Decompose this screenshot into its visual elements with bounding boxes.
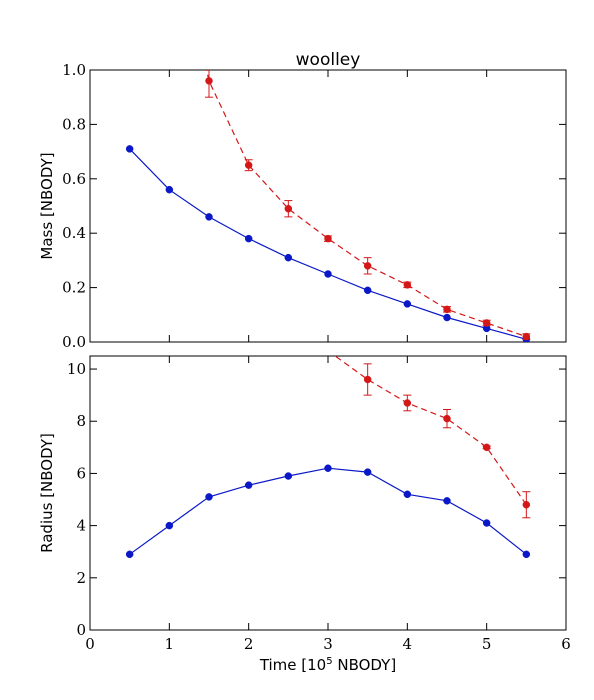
data-point <box>363 375 372 384</box>
data-point <box>363 262 372 270</box>
panels: 0.0 0.2 0.4 0.6 0.8 1.0 Mass [NBODY] 0 1 2 3 4 5 6 0 2 4… <box>38 61 571 653</box>
y-tick-label: 0 <box>76 621 86 639</box>
y-tick-label: 10 <box>67 360 86 378</box>
data-point <box>403 281 412 289</box>
data-point <box>284 472 293 480</box>
x-tick-label: 4 <box>403 635 413 653</box>
data-point <box>443 497 451 505</box>
data-point <box>324 270 332 278</box>
data-point <box>284 204 293 213</box>
plot-area <box>125 356 531 559</box>
y-tick-label: 0.6 <box>62 170 86 188</box>
data-point <box>244 481 253 489</box>
data-point <box>443 305 451 314</box>
data-point <box>205 77 213 85</box>
y-tick-label: 4 <box>76 517 86 535</box>
series-line <box>205 70 527 338</box>
data-point <box>244 161 253 169</box>
y-tick-label: 0.8 <box>62 115 86 133</box>
data-point <box>125 145 134 153</box>
data-point <box>363 468 372 476</box>
x-tick-label: 6 <box>561 635 571 653</box>
data-point <box>284 253 293 262</box>
data-point <box>522 332 531 341</box>
panel-mass: 0.0 0.2 0.4 0.6 0.8 1.0 Mass [NBODY] <box>38 61 567 351</box>
y-tick-label: 6 <box>76 464 86 482</box>
blue-solid-series <box>125 464 531 559</box>
x-tick-label: 0 <box>85 635 95 653</box>
data-point <box>205 493 213 501</box>
data-point <box>244 234 253 243</box>
data-point <box>125 550 134 559</box>
panel-radius: 0 1 2 3 4 5 6 0 2 4 6 8 10 Radius [NBODY] <box>38 355 571 653</box>
x-axis-label: Time [105 NBODY] <box>259 656 396 674</box>
y-tick-label: 0.2 <box>62 279 86 297</box>
x-tick-label: 5 <box>482 635 492 653</box>
data-point <box>165 521 174 530</box>
y-tick-label: 2 <box>76 569 86 587</box>
series-line <box>129 467 527 555</box>
plot-frame <box>89 69 567 343</box>
data-point <box>482 519 491 527</box>
data-point <box>165 185 174 194</box>
plot-frame <box>89 355 567 631</box>
x-tick-label: 3 <box>323 635 333 653</box>
data-point <box>363 286 372 295</box>
red-dashed-series <box>205 70 531 341</box>
y-tick-label: 8 <box>76 412 86 430</box>
data-point <box>403 490 412 499</box>
x-axis-label-main: Time [10 <box>259 656 326 674</box>
data-point <box>443 414 451 423</box>
red-dashed-series <box>334 356 531 519</box>
x-axis-label-tail: NBODY] <box>333 656 397 674</box>
x-tick-label: 2 <box>244 635 254 653</box>
data-point <box>324 464 332 472</box>
y-tick-label: 1.0 <box>62 61 86 79</box>
x-axis-label-sup: 5 <box>326 656 332 667</box>
data-point <box>522 500 531 509</box>
data-point <box>443 313 451 322</box>
data-point <box>522 550 531 559</box>
y-tick-label: 0.4 <box>62 224 86 242</box>
series-line <box>129 148 527 340</box>
y-axis-label-radius: Radius [NBODY] <box>38 433 56 553</box>
blue-solid-series <box>125 145 531 342</box>
series-line <box>334 356 527 506</box>
data-point <box>482 443 491 452</box>
y-axis-label-mass: Mass [NBODY] <box>38 152 56 259</box>
data-point <box>403 399 412 407</box>
data-point <box>482 319 491 327</box>
data-point <box>403 300 412 308</box>
x-tick-label: 1 <box>165 635 175 653</box>
y-tick-label: 0.0 <box>62 333 86 351</box>
chart-title: woolley <box>296 50 361 70</box>
plot-area <box>125 70 531 342</box>
data-point <box>205 213 213 221</box>
data-point <box>324 234 332 243</box>
